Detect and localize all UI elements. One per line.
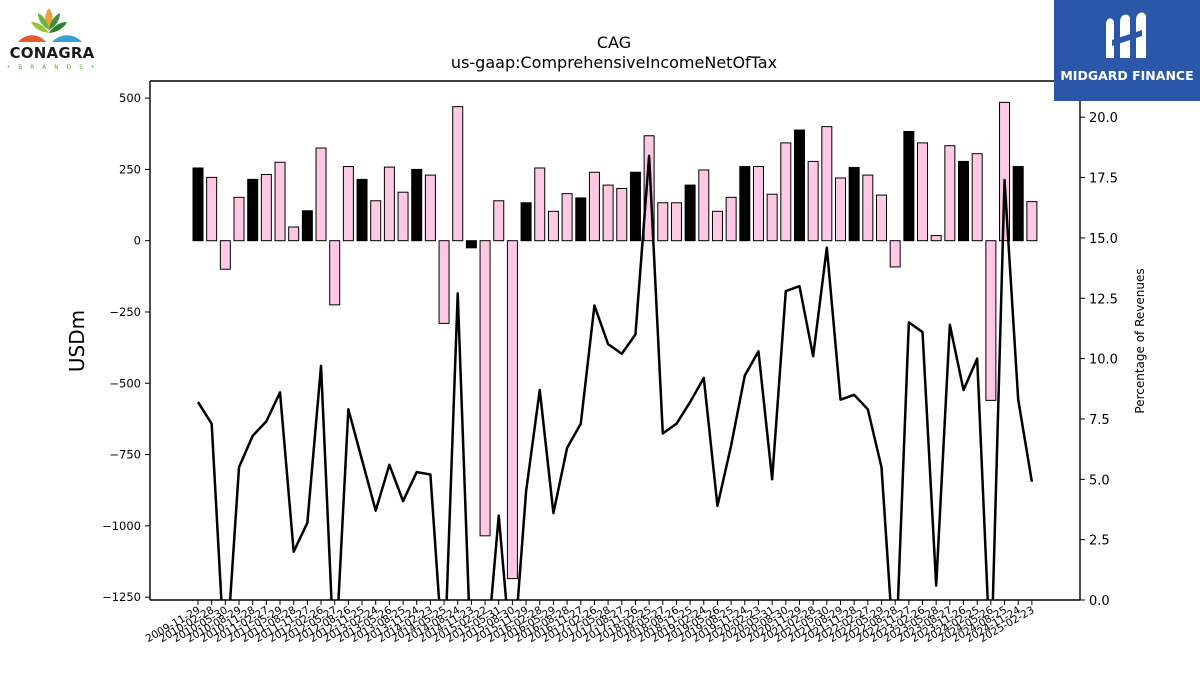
bar: [780, 142, 792, 242]
y-tick-label: 0: [134, 234, 141, 248]
bar: [411, 168, 423, 242]
bar: [711, 210, 723, 242]
bar: [985, 240, 997, 401]
y2-tick-label: 0.0: [1089, 594, 1110, 609]
midgard-logo: MIDGARD FINANCE: [1054, 0, 1200, 101]
y-tick-label: −750: [109, 448, 141, 462]
bar: [534, 167, 546, 242]
bar: [903, 130, 915, 242]
bar: [848, 166, 860, 242]
y-tick-label: −250: [109, 305, 141, 319]
bar: [834, 177, 846, 242]
ticks: 500 250 0 −250 −500 −750 −1000 −1250 0.0 2.5 5.0 7.…: [102, 91, 1118, 645]
bar: [807, 160, 819, 242]
bar: [821, 126, 833, 242]
bar: [616, 188, 628, 242]
bar: [356, 178, 368, 242]
bar: [506, 240, 518, 580]
y-tick-label: −500: [109, 376, 141, 390]
brand-name: CONAGRA: [9, 44, 95, 62]
bar: [629, 171, 641, 242]
y2-tick-label: 10.0: [1089, 353, 1118, 368]
bar: [684, 184, 696, 242]
bar: [397, 191, 409, 242]
y2-tick-label: 15.0: [1089, 232, 1118, 247]
bar: [219, 240, 231, 270]
bar: [643, 135, 655, 242]
bar: [315, 147, 327, 242]
bar: [192, 167, 204, 242]
bar: [342, 166, 354, 242]
bar: [206, 176, 218, 242]
bar: [547, 210, 559, 242]
midgard-name: MIDGARD FINANCE: [1060, 68, 1194, 83]
bar: [561, 193, 573, 242]
bar: [438, 240, 450, 324]
bar: [260, 174, 272, 242]
bar: [424, 174, 436, 242]
bar: [452, 106, 464, 242]
conagra-logo: CONAGRA • B R A N D S •: [0, 0, 110, 80]
y-tick-label: −1250: [102, 590, 141, 604]
bar: [999, 101, 1011, 242]
bar: [479, 240, 491, 537]
bar: [971, 153, 983, 242]
bar: [917, 142, 929, 242]
bar: [370, 200, 382, 242]
y-tick-label: −1000: [102, 519, 141, 533]
y2-tick-label: 5.0: [1089, 473, 1110, 488]
line-series: [196, 154, 1034, 600]
bar: [793, 129, 805, 242]
bar: [698, 169, 710, 242]
midgard-mark-icon: [1106, 12, 1146, 58]
bar: [520, 202, 532, 242]
chart-subtitle: us-gaap:ComprehensiveIncomeNetOfTax: [451, 53, 777, 72]
bar: [958, 160, 970, 242]
bar: [274, 161, 286, 242]
bar: [329, 240, 341, 306]
bar: [944, 145, 956, 242]
bar: [383, 166, 395, 242]
percent-line: [196, 154, 1034, 600]
bar: [739, 166, 751, 242]
axes: [149, 80, 1081, 601]
y2-tick-label: 7.5: [1089, 413, 1110, 428]
bar: [670, 202, 682, 242]
bar: [465, 240, 477, 249]
bar: [766, 193, 778, 242]
leaf-icon: [18, 8, 82, 42]
bar: [1012, 166, 1024, 242]
y2-tick-label: 12.5: [1089, 292, 1118, 307]
y2-tick-label: 20.0: [1089, 111, 1118, 126]
bar: [233, 196, 245, 242]
brand-subtitle: • B R A N D S •: [6, 64, 98, 71]
bar: [889, 240, 901, 268]
bar: [725, 196, 737, 242]
chart-title: CAG: [597, 33, 631, 52]
bar: [752, 166, 764, 242]
bar: [247, 178, 259, 242]
bar: [301, 210, 313, 242]
bar: [657, 202, 669, 242]
y2-tick-label: 2.5: [1089, 534, 1110, 549]
y-axis-label: USDm: [65, 310, 89, 372]
bar: [588, 171, 600, 242]
y2-axis-label: Percentage of Revenues: [1133, 268, 1147, 413]
bar: [876, 194, 887, 242]
y2-tick-label: 17.5: [1089, 172, 1118, 187]
y-tick-label: 500: [119, 91, 141, 105]
y-tick-label: 250: [119, 162, 141, 176]
bar: [930, 235, 942, 242]
bar: [575, 197, 587, 242]
bar-series: [192, 101, 1038, 580]
bar: [602, 184, 614, 242]
bar: [493, 200, 505, 242]
bar: [1026, 201, 1038, 242]
bar: [862, 174, 874, 242]
bar: [288, 226, 300, 242]
